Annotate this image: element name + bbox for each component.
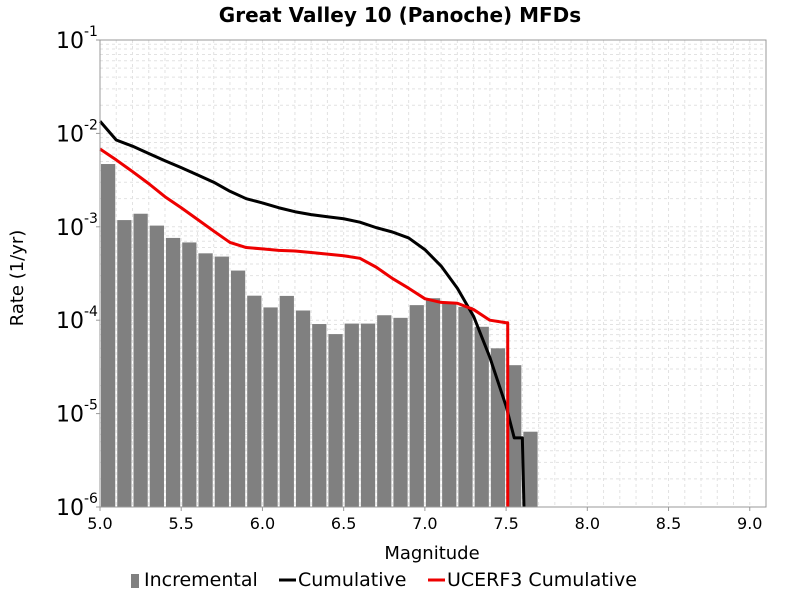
incremental-bar — [182, 242, 197, 507]
x-tick-label: 7.0 — [412, 514, 437, 533]
incremental-bar — [101, 164, 116, 507]
incremental-bar — [133, 213, 148, 507]
incremental-bar — [149, 225, 164, 507]
plot-area-frame — [99, 39, 767, 508]
x-tick-label: 5.5 — [168, 514, 193, 533]
x-tick-label: 8.5 — [656, 514, 681, 533]
y-tick-label: 10-1 — [56, 24, 98, 54]
x-tick-label: 5.0 — [87, 514, 112, 533]
x-axis-ticks: 5.0 5.5 6.0 6.5 7.0 7.5 8.0 8.5 9.0 — [87, 507, 762, 533]
cumulative-lines — [98, 120, 526, 508]
x-axis-label: Magnitude — [384, 543, 479, 564]
incremental-bar — [458, 306, 473, 507]
incremental-bar — [425, 298, 441, 507]
incremental-bars — [101, 164, 538, 507]
incremental-bar — [198, 253, 213, 507]
chart-title: Great Valley 10 (Panoche) MFDs — [219, 3, 581, 27]
incremental-bar — [474, 326, 489, 507]
incremental-bar — [214, 256, 229, 507]
incremental-bar — [360, 323, 376, 507]
incremental-bar — [295, 310, 311, 507]
incremental-bar — [523, 431, 538, 507]
incremental-bar — [409, 305, 424, 507]
incremental-bar — [442, 303, 457, 507]
incremental-bar — [344, 323, 359, 507]
y-tick-label: 10-2 — [56, 117, 98, 147]
incremental-bar — [490, 348, 506, 507]
cumulative-line — [98, 120, 526, 508]
x-tick-label: 8.0 — [575, 514, 600, 533]
legend-swatch-incremental — [131, 574, 139, 588]
y-axis-ticks: 10-6 10-5 10-4 10-3 10-2 10-1 — [56, 24, 100, 521]
incremental-bar — [117, 220, 132, 507]
incremental-bar — [312, 324, 327, 507]
incremental-bar — [328, 334, 343, 507]
y-tick-label: 10-6 — [56, 491, 98, 521]
ucerf3-cumulative-line — [99, 147, 510, 507]
y-tick-label: 10-3 — [56, 211, 98, 241]
incremental-bar — [263, 307, 278, 507]
incremental-bar — [247, 295, 262, 507]
incremental-bar — [377, 315, 392, 507]
legend-label: UCERF3 Cumulative — [447, 569, 637, 591]
legend-label: Incremental — [144, 569, 258, 591]
y-axis-label: Rate (1/yr) — [7, 230, 28, 327]
incremental-bar — [165, 237, 181, 507]
y-tick-label: 10-4 — [56, 304, 98, 334]
incremental-bar — [279, 295, 294, 507]
incremental-bar — [393, 317, 408, 507]
legend: Incremental Cumulative UCERF3 Cumulative — [131, 569, 637, 591]
x-tick-label: 6.0 — [250, 514, 275, 533]
legend-label: Cumulative — [298, 569, 406, 591]
x-tick-label: 7.5 — [493, 514, 518, 533]
x-tick-label: 9.0 — [737, 514, 762, 533]
incremental-bar — [230, 270, 246, 507]
y-tick-label: 10-5 — [56, 398, 98, 428]
x-tick-label: 6.5 — [331, 514, 356, 533]
